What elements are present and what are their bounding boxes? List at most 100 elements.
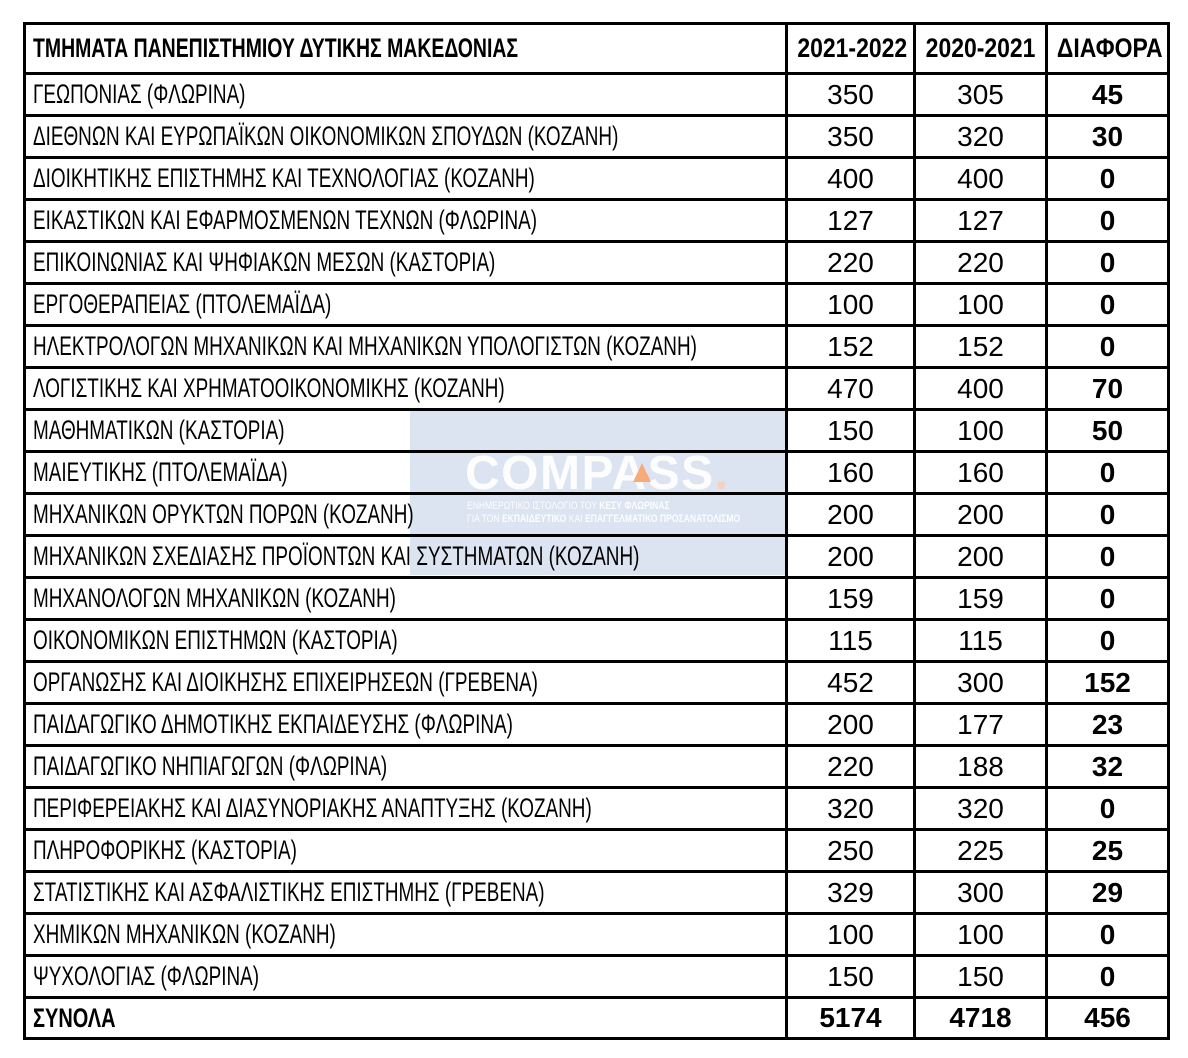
totals-diff: 456 bbox=[1045, 996, 1170, 1040]
table-row: ΗΛΕΚΤΡΟΛΟΓΩΝ ΜΗΧΑΝΙΚΩΝ ΚΑΙ ΜΗΧΑΝΙΚΩΝ ΥΠΟ… bbox=[23, 324, 1170, 369]
totals-row: ΣΥΝΟΛΑ 5174 4718 456 bbox=[23, 996, 1170, 1040]
cell-diff: 0 bbox=[1045, 282, 1170, 327]
table-row: ΣΤΑΤΙΣΤΙΚΗΣ ΚΑΙ ΑΣΦΑΛΙΣΤΙΚΗΣ ΕΠΙΣΤΗΜΗΣ (… bbox=[23, 870, 1170, 915]
cell-2021-2022: 470 bbox=[785, 366, 916, 411]
table-row: ΠΑΙΔΑΓΩΓΙΚΟ ΔΗΜΟΤΙΚΗΣ ΕΚΠΑΙΔΕΥΣΗΣ (ΦΛΩΡΙ… bbox=[23, 702, 1170, 747]
cell-diff: 0 bbox=[1045, 156, 1170, 201]
cell-department: ΠΑΙΔΑΓΩΓΙΚΟ ΔΗΜΟΤΙΚΗΣ ΕΚΠΑΙΔΕΥΣΗΣ (ΦΛΩΡΙ… bbox=[23, 702, 788, 747]
cell-2020-2021: 200 bbox=[913, 492, 1048, 537]
cell-2021-2022: 329 bbox=[785, 870, 916, 915]
cell-diff: 45 bbox=[1045, 72, 1170, 117]
cell-diff: 32 bbox=[1045, 744, 1170, 789]
cell-2021-2022: 150 bbox=[785, 408, 916, 453]
department-name: ΛΟΓΙΣΤΙΚΗΣ ΚΑΙ ΧΡΗΜΑΤΟΟΙΚΟΝΟΜΙΚΗΣ (ΚΟΖΑΝ… bbox=[33, 373, 505, 403]
cell-2021-2022: 150 bbox=[785, 954, 916, 999]
cell-2020-2021: 160 bbox=[913, 450, 1048, 495]
cell-diff: 0 bbox=[1045, 786, 1170, 831]
department-name: ΠΛΗΡΟΦΟΡΙΚΗΣ (ΚΑΣΤΟΡΙΑ) bbox=[33, 835, 297, 865]
cell-diff: 0 bbox=[1045, 198, 1170, 243]
table-row: ΜΗΧΑΝΙΚΩΝ ΟΡΥΚΤΩΝ ΠΟΡΩΝ (ΚΟΖΑΝΗ) 200 200 0 bbox=[23, 492, 1170, 537]
cell-department: ΠΛΗΡΟΦΟΡΙΚΗΣ (ΚΑΣΤΟΡΙΑ) bbox=[23, 828, 788, 873]
cell-2021-2022: 100 bbox=[785, 282, 916, 327]
cell-2020-2021: 188 bbox=[913, 744, 1048, 789]
cell-department: ΕΡΓΟΘΕΡΑΠΕΙΑΣ (ΠΤΟΛΕΜΑΪΔΑ) bbox=[23, 282, 788, 327]
cell-diff: 152 bbox=[1045, 660, 1170, 705]
column-header-2020-2021: 2020-2021 bbox=[925, 33, 1036, 63]
cell-2021-2022: 127 bbox=[785, 198, 916, 243]
cell-2020-2021: 220 bbox=[913, 240, 1048, 285]
department-name: ΜΗΧΑΝΙΚΩΝ ΟΡΥΚΤΩΝ ΠΟΡΩΝ (ΚΟΖΑΝΗ) bbox=[33, 499, 414, 529]
column-header-departments-cell: ΤΜΗΜΑΤΑ ΠΑΝΕΠΙΣΤΗΜΙΟΥ ΔΥΤΙΚΗΣ ΜΑΚΕΔΟΝΙΑΣ bbox=[23, 22, 788, 75]
cell-diff: 0 bbox=[1045, 324, 1170, 369]
totals-label: ΣΥΝΟΛΑ bbox=[33, 1002, 116, 1033]
cell-2021-2022: 200 bbox=[785, 492, 916, 537]
cell-diff: 0 bbox=[1045, 912, 1170, 957]
cell-2020-2021: 225 bbox=[913, 828, 1048, 873]
department-name: ΟΙΚΟΝΟΜΙΚΩΝ ΕΠΙΣΤΗΜΩΝ (ΚΑΣΤΟΡΙΑ) bbox=[33, 625, 398, 655]
table-row: ΠΕΡΙΦΕΡΕΙΑΚΗΣ ΚΑΙ ΔΙΑΣΥΝΟΡΙΑΚΗΣ ΑΝΑΠΤΥΞΗ… bbox=[23, 786, 1170, 831]
cell-diff: 50 bbox=[1045, 408, 1170, 453]
department-name: ΜΑΙΕΥΤΙΚΗΣ (ΠΤΟΛΕΜΑΪΔΑ) bbox=[33, 457, 288, 487]
department-name: ΜΑΘΗΜΑΤΙΚΩΝ (ΚΑΣΤΟΡΙΑ) bbox=[33, 415, 285, 445]
department-name: ΜΗΧΑΝΙΚΩΝ ΣΧΕΔΙΑΣΗΣ ΠΡΟΪΟΝΤΩΝ ΚΑΙ ΣΥΣΤΗΜ… bbox=[33, 541, 640, 571]
table-row: ΧΗΜΙΚΩΝ ΜΗΧΑΝΙΚΩΝ (ΚΟΖΑΝΗ) 100 100 0 bbox=[23, 912, 1170, 957]
cell-diff: 0 bbox=[1045, 492, 1170, 537]
department-name: ΠΑΙΔΑΓΩΓΙΚΟ ΔΗΜΟΤΙΚΗΣ ΕΚΠΑΙΔΕΥΣΗΣ (ΦΛΩΡΙ… bbox=[33, 709, 513, 739]
totals-2020-2021: 4718 bbox=[913, 996, 1048, 1040]
department-name: ΔΙΟΙΚΗΤΙΚΗΣ ΕΠΙΣΤΗΜΗΣ ΚΑΙ ΤΕΧΝΟΛΟΓΙΑΣ (Κ… bbox=[33, 163, 535, 193]
cell-2020-2021: 305 bbox=[913, 72, 1048, 117]
cell-2021-2022: 400 bbox=[785, 156, 916, 201]
cell-diff: 0 bbox=[1045, 954, 1170, 999]
department-name: ΗΛΕΚΤΡΟΛΟΓΩΝ ΜΗΧΑΝΙΚΩΝ ΚΑΙ ΜΗΧΑΝΙΚΩΝ ΥΠΟ… bbox=[33, 331, 697, 361]
cell-2021-2022: 350 bbox=[785, 72, 916, 117]
table-row: ΜΑΘΗΜΑΤΙΚΩΝ (ΚΑΣΤΟΡΙΑ) 150 100 50 bbox=[23, 408, 1170, 453]
cell-2020-2021: 300 bbox=[913, 660, 1048, 705]
cell-department: ΠΕΡΙΦΕΡΕΙΑΚΗΣ ΚΑΙ ΔΙΑΣΥΝΟΡΙΑΚΗΣ ΑΝΑΠΤΥΞΗ… bbox=[23, 786, 788, 831]
cell-department: ΜΗΧΑΝΟΛΟΓΩΝ ΜΗΧΑΝΙΚΩΝ (ΚΟΖΑΝΗ) bbox=[23, 576, 788, 621]
totals-2021-2022: 5174 bbox=[785, 996, 916, 1040]
department-name: ΓΕΩΠΟΝΙΑΣ (ΦΛΩΡΙΝΑ) bbox=[33, 79, 246, 109]
cell-diff: 25 bbox=[1045, 828, 1170, 873]
cell-2021-2022: 200 bbox=[785, 534, 916, 579]
admissions-table: ΤΜΗΜΑΤΑ ΠΑΝΕΠΙΣΤΗΜΙΟΥ ΔΥΤΙΚΗΣ ΜΑΚΕΔΟΝΙΑΣ… bbox=[23, 22, 1170, 1040]
cell-department: ΜΗΧΑΝΙΚΩΝ ΣΧΕΔΙΑΣΗΣ ΠΡΟΪΟΝΤΩΝ ΚΑΙ ΣΥΣΤΗΜ… bbox=[23, 534, 788, 579]
column-header-2021-2022-cell: 2021-2022 bbox=[785, 22, 916, 75]
cell-2020-2021: 100 bbox=[913, 912, 1048, 957]
cell-2021-2022: 452 bbox=[785, 660, 916, 705]
cell-2021-2022: 115 bbox=[785, 618, 916, 663]
cell-department: ΜΗΧΑΝΙΚΩΝ ΟΡΥΚΤΩΝ ΠΟΡΩΝ (ΚΟΖΑΝΗ) bbox=[23, 492, 788, 537]
cell-department: ΠΑΙΔΑΓΩΓΙΚΟ ΝΗΠΙΑΓΩΓΩΝ (ΦΛΩΡΙΝΑ) bbox=[23, 744, 788, 789]
department-name: ΕΡΓΟΘΕΡΑΠΕΙΑΣ (ΠΤΟΛΕΜΑΪΔΑ) bbox=[33, 289, 332, 319]
cell-2020-2021: 127 bbox=[913, 198, 1048, 243]
department-name: ΠΑΙΔΑΓΩΓΙΚΟ ΝΗΠΙΑΓΩΓΩΝ (ΦΛΩΡΙΝΑ) bbox=[33, 751, 388, 781]
cell-2020-2021: 177 bbox=[913, 702, 1048, 747]
cell-2020-2021: 159 bbox=[913, 576, 1048, 621]
department-name: ΨΥΧΟΛΟΓΙΑΣ (ΦΛΩΡΙΝΑ) bbox=[33, 961, 260, 991]
table-row: ΜΑΙΕΥΤΙΚΗΣ (ΠΤΟΛΕΜΑΪΔΑ) 160 160 0 bbox=[23, 450, 1170, 495]
cell-diff: 23 bbox=[1045, 702, 1170, 747]
cell-2020-2021: 100 bbox=[913, 408, 1048, 453]
cell-2021-2022: 320 bbox=[785, 786, 916, 831]
table-row: ΜΗΧΑΝΙΚΩΝ ΣΧΕΔΙΑΣΗΣ ΠΡΟΪΟΝΤΩΝ ΚΑΙ ΣΥΣΤΗΜ… bbox=[23, 534, 1170, 579]
cell-diff: 30 bbox=[1045, 114, 1170, 159]
cell-diff: 0 bbox=[1045, 618, 1170, 663]
cell-2021-2022: 250 bbox=[785, 828, 916, 873]
cell-department: ΕΙΚΑΣΤΙΚΩΝ ΚΑΙ ΕΦΑΡΜΟΣΜΕΝΩΝ ΤΕΧΝΩΝ (ΦΛΩΡ… bbox=[23, 198, 788, 243]
cell-2021-2022: 152 bbox=[785, 324, 916, 369]
cell-2020-2021: 400 bbox=[913, 156, 1048, 201]
column-header-diff: ΔΙΑΦΟΡΑ bbox=[1056, 33, 1163, 63]
cell-2021-2022: 220 bbox=[785, 240, 916, 285]
cell-department: ΛΟΓΙΣΤΙΚΗΣ ΚΑΙ ΧΡΗΜΑΤΟΟΙΚΟΝΟΜΙΚΗΣ (ΚΟΖΑΝ… bbox=[23, 366, 788, 411]
cell-diff: 0 bbox=[1045, 576, 1170, 621]
cell-2020-2021: 320 bbox=[913, 114, 1048, 159]
department-name: ΣΤΑΤΙΣΤΙΚΗΣ ΚΑΙ ΑΣΦΑΛΙΣΤΙΚΗΣ ΕΠΙΣΤΗΜΗΣ (… bbox=[33, 877, 545, 907]
cell-2021-2022: 159 bbox=[785, 576, 916, 621]
table-row: ΕΡΓΟΘΕΡΑΠΕΙΑΣ (ΠΤΟΛΕΜΑΪΔΑ) 100 100 0 bbox=[23, 282, 1170, 327]
cell-2020-2021: 200 bbox=[913, 534, 1048, 579]
table-row: ΔΙΕΘΝΩΝ ΚΑΙ ΕΥΡΩΠΑΪΚΩΝ ΟΙΚΟΝΟΜΙΚΩΝ ΣΠΟΥΔ… bbox=[23, 114, 1170, 159]
cell-2021-2022: 200 bbox=[785, 702, 916, 747]
table-row: ΜΗΧΑΝΟΛΟΓΩΝ ΜΗΧΑΝΙΚΩΝ (ΚΟΖΑΝΗ) 159 159 0 bbox=[23, 576, 1170, 621]
cell-department: ΗΛΕΚΤΡΟΛΟΓΩΝ ΜΗΧΑΝΙΚΩΝ ΚΑΙ ΜΗΧΑΝΙΚΩΝ ΥΠΟ… bbox=[23, 324, 788, 369]
cell-department: ΜΑΙΕΥΤΙΚΗΣ (ΠΤΟΛΕΜΑΪΔΑ) bbox=[23, 450, 788, 495]
